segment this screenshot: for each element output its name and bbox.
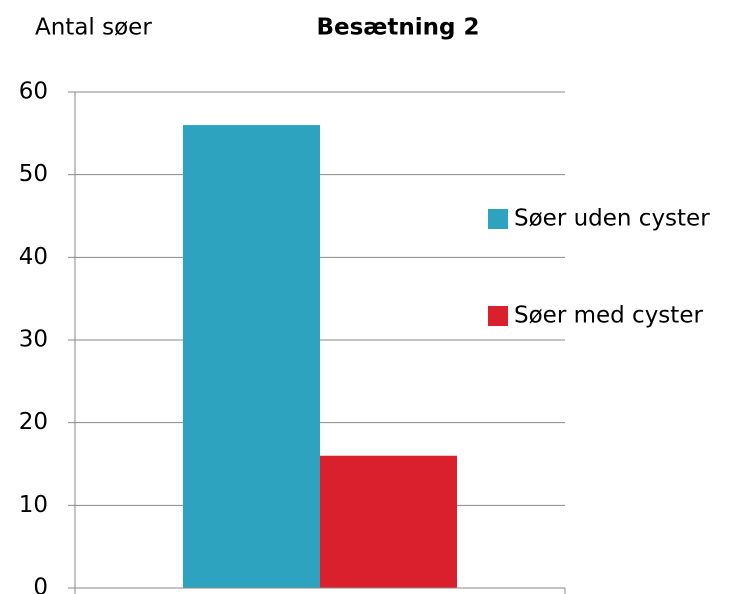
y-axis-title: Antal søer — [35, 15, 152, 41]
legend-label: Søer uden cyster — [514, 206, 710, 232]
y-tick-label: 10 — [19, 492, 48, 518]
y-tick-label: 30 — [19, 327, 48, 353]
y-tick-label: 40 — [19, 244, 48, 270]
bar — [183, 125, 320, 589]
y-tick-label: 0 — [33, 575, 48, 594]
legend-label: Søer med cyster — [514, 303, 703, 329]
y-tick-label: 60 — [19, 79, 48, 105]
y-tick-label: 20 — [19, 409, 48, 435]
legend-swatch — [488, 209, 508, 229]
y-tick-label: 50 — [19, 161, 48, 187]
chart-title: Besætning 2 — [316, 15, 479, 41]
bar — [320, 455, 457, 588]
legend-swatch — [488, 306, 508, 326]
